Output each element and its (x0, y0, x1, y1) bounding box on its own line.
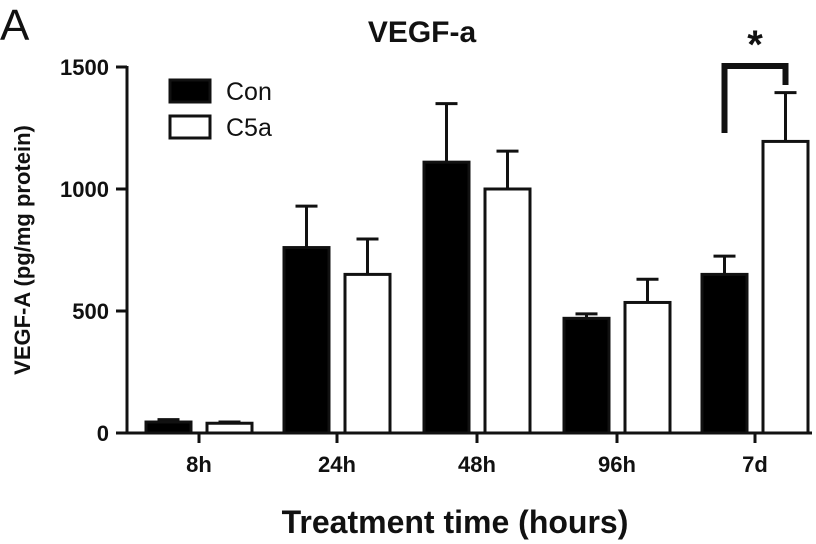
y-tick-label: 1000 (60, 177, 109, 202)
y-axis-label: VEGF-A (pg/mg protein) (10, 125, 35, 375)
legend-label-con: Con (226, 78, 272, 106)
bar-c5a-96h (623, 300, 672, 435)
bar-con-8h (144, 420, 193, 435)
plot-area: 0 500 1000 1500 8h 24h 48h 96h 7d * (60, 23, 812, 477)
bar-c5a-8h (205, 421, 254, 435)
bar-con-24h (282, 246, 331, 435)
legend-swatch-con (168, 78, 212, 104)
legend-swatch-c5a (168, 114, 212, 140)
legend-label-c5a: C5a (226, 114, 272, 142)
y-tick-label: 500 (72, 299, 109, 324)
chart-title: VEGF-a (368, 16, 477, 49)
x-tick-label: 96h (598, 452, 636, 477)
significance-bracket (721, 63, 789, 133)
bar-c5a-48h (483, 187, 532, 435)
bar-con-96h (562, 316, 611, 435)
significance-star: * (747, 23, 763, 67)
panel-label: A (0, 1, 30, 50)
bar-con-48h (422, 160, 471, 435)
bar-con-7d (700, 272, 749, 435)
x-tick-label: 8h (186, 452, 212, 477)
bar-c5a-24h (343, 272, 392, 435)
x-axis-label: Treatment time (hours) (282, 504, 629, 540)
x-tick-label: 7d (742, 452, 768, 477)
y-tick-label: 0 (97, 421, 109, 446)
x-tick-label: 24h (318, 452, 356, 477)
x-tick-label: 48h (458, 452, 496, 477)
bar-c5a-7d (761, 139, 810, 435)
legend: Con C5a (168, 78, 272, 142)
y-tick-label: 1500 (60, 55, 109, 80)
